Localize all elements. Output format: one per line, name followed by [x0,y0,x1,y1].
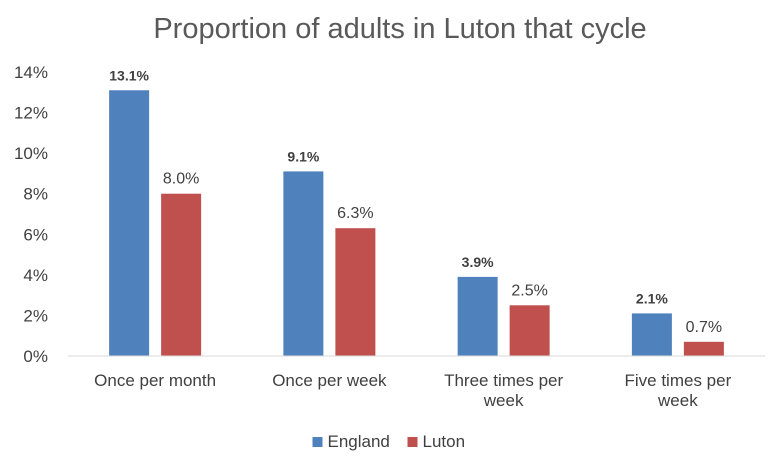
x-axis: Once per month Once per week Three times p… [94,371,731,410]
x-tick-label: Once per week [272,371,387,390]
y-tick-label: 2% [23,306,48,325]
bar-england [631,313,672,356]
data-label: 2.1% [636,290,668,306]
bar-england [109,90,150,356]
bar-luton [509,305,550,356]
legend-swatch-england [312,437,323,447]
data-label: 2.5% [511,282,547,299]
y-tick-label: 4% [23,266,48,285]
legend-label-england: England [328,432,390,451]
x-tick-label: Three times per week [444,371,563,410]
y-tick-label: 8% [23,185,48,204]
data-label: 3.9% [462,254,494,270]
bar-england [457,276,498,356]
legend-label-luton: Luton [423,432,466,451]
y-tick-label: 12% [14,104,48,123]
y-tick-label: 14% [14,63,48,82]
data-label: 0.7% [686,319,722,336]
data-label: 13.1% [109,67,149,83]
data-label: 8.0% [163,171,199,188]
bar-luton [335,228,376,356]
chart-title: Proportion of adults in Luton that cycle [153,13,646,45]
y-tick-label: 0% [23,347,48,366]
legend-swatch-luton [407,437,418,447]
x-tick-label: Five times per week [625,371,732,410]
bar-luton [161,193,202,356]
y-axis: 0% 2% 4% 6% 8% 10% 12% 14% [14,63,48,366]
bar-england [283,171,324,356]
bars: 13.1% 8.0% 9.1% 6.3% 3.9% 2.5% 2.1% 0.7% [109,67,724,356]
data-label: 6.3% [337,205,373,222]
data-label: 9.1% [287,148,319,164]
bar-luton [683,341,724,356]
legend: England Luton [312,432,466,451]
x-tick-label: Once per month [94,371,216,390]
y-tick-label: 10% [14,144,48,163]
y-tick-label: 6% [23,225,48,244]
